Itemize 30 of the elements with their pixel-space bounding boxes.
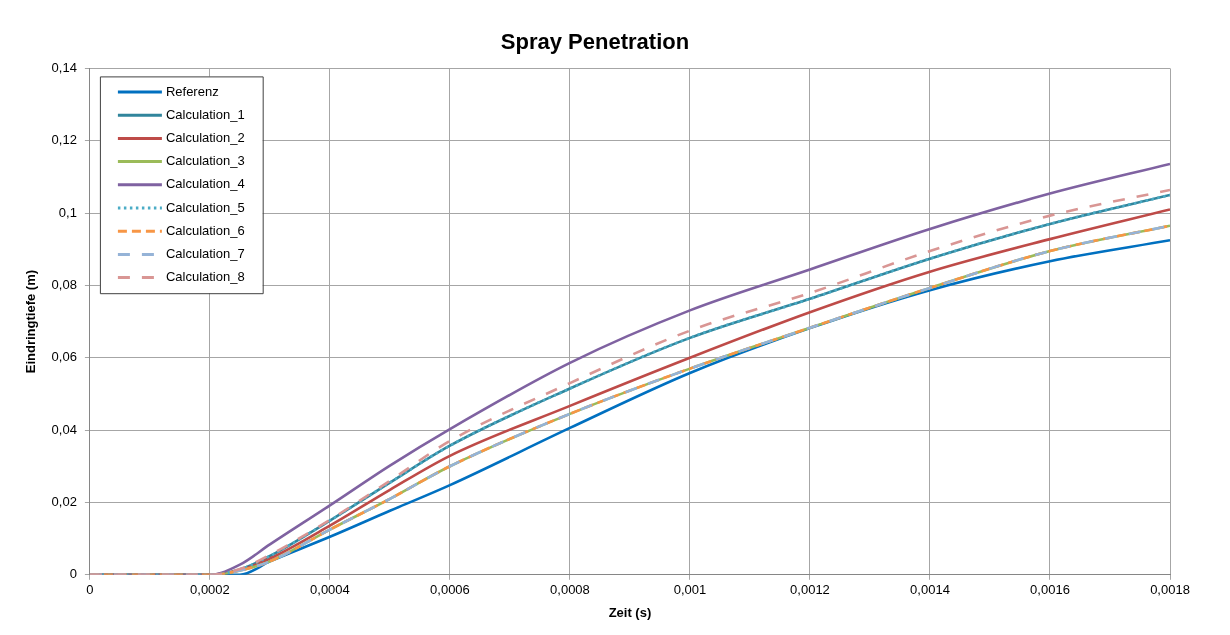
- y-tick-label: 0,12: [51, 132, 77, 148]
- legend-label: Calculation_1: [165, 106, 245, 122]
- y-tick-label: 0,06: [51, 349, 77, 365]
- legend-label: Calculation_2: [165, 129, 245, 145]
- legend-label: Calculation_6: [165, 222, 245, 238]
- legend-label: Calculation_7: [165, 245, 245, 261]
- x-tick-label: 0,0008: [550, 582, 590, 598]
- y-tick-label: 0,02: [51, 494, 77, 510]
- y-tick-label: 0: [69, 566, 77, 582]
- legend-label: Referenz: [165, 83, 219, 99]
- x-tick-label: 0: [86, 582, 94, 598]
- y-tick-label: 0,04: [51, 421, 77, 437]
- x-tick-label: 0,0014: [910, 582, 950, 598]
- legend-label: Calculation_3: [165, 153, 245, 169]
- y-tick-label: 0,08: [51, 277, 77, 293]
- x-axis-title: Zeit (s): [608, 604, 652, 620]
- y-axis-title: Eindringtiefe (m): [23, 269, 39, 374]
- x-tick-label: 0,0018: [1150, 582, 1190, 598]
- x-tick-label: 0,0006: [430, 582, 470, 598]
- x-tick-label: 0,0016: [1030, 582, 1070, 598]
- y-tick-label: 0,14: [51, 59, 77, 75]
- y-tick-label: 0,1: [58, 204, 77, 220]
- x-tick-label: 0,001: [673, 582, 707, 598]
- legend-label: Calculation_8: [165, 269, 245, 285]
- x-tick-label: 0,0002: [190, 582, 230, 598]
- legend-label: Calculation_5: [165, 199, 245, 215]
- legend-label: Calculation_4: [165, 176, 245, 192]
- x-tick-label: 0,0012: [790, 582, 830, 598]
- chart-title: Spray Penetration: [500, 29, 690, 55]
- x-tick-label: 0,0004: [310, 582, 350, 598]
